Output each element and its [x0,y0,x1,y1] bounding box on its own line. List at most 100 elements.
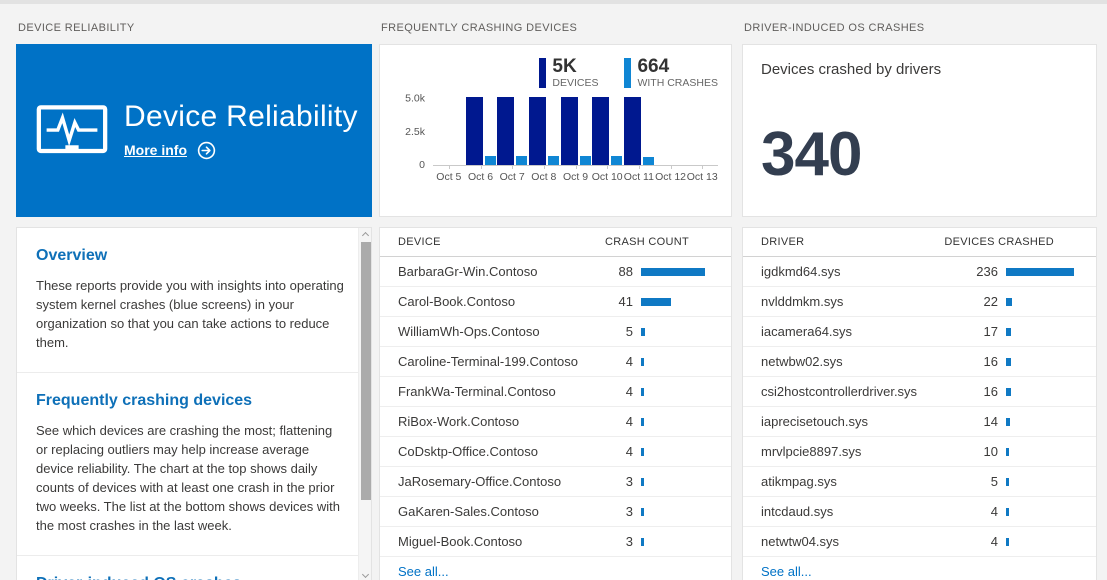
device-reliability-tile[interactable]: Device Reliability More info [16,44,372,217]
description-sections: Overview These reports provide you with i… [17,228,358,580]
table-row[interactable]: igdkmd64.sys 236 [743,257,1096,287]
row-value: 3 [625,534,633,549]
devices-bar [465,97,483,165]
x-axis-labels: Oct 5 Oct 6 Oct 7 Oct 8 Oct 9 Oct 10 Oct 11 Oct… [433,171,718,183]
table-row[interactable]: mrvlpcie8897.sys 10 [743,437,1096,467]
table-row[interactable]: WilliamWh-Ops.Contoso 5 [380,317,731,347]
row-value-bar [1006,477,1084,486]
x-tick-mark [512,165,514,169]
with-crashes-bar [611,156,623,165]
table-row[interactable]: GaKaren-Sales.Contoso 3 [380,497,731,527]
section-heading: Overview [36,247,108,264]
column-driver-induced-os-crashes: DRIVER-INDUCED OS CRASHES Devices crashe… [742,16,1097,580]
devices-bar [560,97,578,165]
table-row[interactable]: iacamera64.sys 17 [743,317,1096,347]
vertical-scrollbar[interactable] [358,228,371,580]
column-frequently-crashing-devices: FREQUENTLY CRASHING DEVICES 5K DEVICES 6… [379,16,732,580]
row-label: iaprecisetouch.sys [761,414,868,429]
device-table-body: BarbaraGr-Win.Contoso 88 Carol-Book.Contos… [380,257,731,557]
legend-item-devices: 5K DEVICES [539,57,599,89]
row-label: nvlddmkm.sys [761,294,844,309]
row-label: FrankWa-Terminal.Contoso [398,384,556,399]
description-section: Frequently crashing devices See which dev… [17,372,358,555]
row-value-bar [641,417,719,426]
chart-column [496,97,528,169]
more-info-link[interactable]: More info [124,142,187,158]
row-value: 4 [990,504,998,519]
scrollbar-down-arrow[interactable] [359,569,371,580]
chart-column [528,97,560,169]
row-label: netwtw04.sys [761,534,840,549]
table-row[interactable]: Caroline-Terminal-199.Contoso 4 [380,347,731,377]
row-value: 17 [983,324,998,339]
chart-column [686,98,718,169]
with-crashes-bar [516,156,528,165]
row-value: 4 [990,534,998,549]
column-header-driver: DRIVER [761,236,805,248]
table-row[interactable]: iaprecisetouch.sys 14 [743,407,1096,437]
driver-table-body: igdkmd64.sys 236 nvlddmkm.sys 22 iacamera64.… [743,257,1096,557]
see-all-drivers-link[interactable]: See all... [761,564,812,579]
row-value-bar [641,537,719,546]
devices-crashed-count: 340 [761,120,862,189]
row-value-bar [1006,297,1084,306]
table-row[interactable]: Miguel-Book.Contoso 3 [380,527,731,557]
x-tick-label: Oct 5 [436,171,462,183]
table-row[interactable]: RiBox-Work.Contoso 4 [380,407,731,437]
row-label: netwbw02.sys [761,354,843,369]
table-row[interactable]: atikmpag.sys 5 [743,467,1096,497]
see-all-devices-link[interactable]: See all... [398,564,449,579]
legend-item-with-crashes: 664 WITH CRASHES [624,57,718,89]
row-value-bar [1006,507,1084,516]
row-value: 3 [625,504,633,519]
legend-label-devices: DEVICES [552,77,599,89]
x-tick-label: Oct 9 [562,171,589,183]
y-tick-label: 0 [419,158,425,171]
scrollbar-thumb[interactable] [360,242,371,500]
x-tick-label: Oct 11 [623,171,654,183]
x-tick-mark [543,165,545,169]
x-tick-mark [702,165,704,169]
row-value: 4 [625,384,633,399]
table-row[interactable]: Carol-Book.Contoso 41 [380,287,731,317]
row-label: Caroline-Terminal-199.Contoso [398,354,578,369]
row-label: GaKaren-Sales.Contoso [398,504,539,519]
row-value: 4 [625,354,633,369]
row-value-bar [1006,267,1084,276]
table-row[interactable]: csi2hostcontrollerdriver.sys 16 [743,377,1096,407]
row-label: JaRosemary-Office.Contoso [398,474,562,489]
x-tick-mark [670,165,672,169]
legend-marker-devices [539,58,547,88]
x-tick-label: Oct 8 [531,171,557,183]
tile-title: Device Reliability [124,99,358,133]
devices-crashed-summary-panel: Devices crashed by drivers 340 [742,44,1097,217]
table-row[interactable]: intcdaud.sys 4 [743,497,1096,527]
scrollbar-up-arrow[interactable] [359,228,371,241]
arrow-right-circle-icon[interactable] [197,141,216,160]
row-label: csi2hostcontrollerdriver.sys [761,384,918,399]
table-row[interactable]: netwbw02.sys 16 [743,347,1096,377]
daily-crash-bar-chart: 5.0k 2.5k 0 Oct 5 Oct 6 Oct 7 Oct 8 Oct 9 Oct… [393,93,718,183]
x-tick-mark [480,165,482,169]
dashboard: DEVICE RELIABILITY Device Reliability Mo… [0,4,1107,580]
table-row[interactable]: JaRosemary-Office.Contoso 3 [380,467,731,497]
table-row[interactable]: CoDsktp-Office.Contoso 4 [380,437,731,467]
section-heading: Driver-induced OS crashes [36,575,346,580]
y-tick-label: 5.0k [405,92,425,105]
column-header-device-reliability: DEVICE RELIABILITY [18,22,135,34]
row-label: Miguel-Book.Contoso [398,534,523,549]
chart-column [623,97,655,169]
row-label: iacamera64.sys [761,324,853,339]
chart-column [655,98,687,169]
table-row[interactable]: BarbaraGr-Win.Contoso 88 [380,257,731,287]
row-label: Carol-Book.Contoso [398,294,516,309]
table-row[interactable]: FrankWa-Terminal.Contoso 4 [380,377,731,407]
table-row[interactable]: netwtw04.sys 4 [743,527,1096,557]
table-row[interactable]: nvlddmkm.sys 22 [743,287,1096,317]
row-value-bar [641,327,719,336]
monitor-pulse-icon [36,104,108,153]
devices-bar [497,97,515,165]
summary-caption: Devices crashed by drivers [761,61,942,78]
chart-column [591,97,623,169]
row-value-bar [641,357,719,366]
